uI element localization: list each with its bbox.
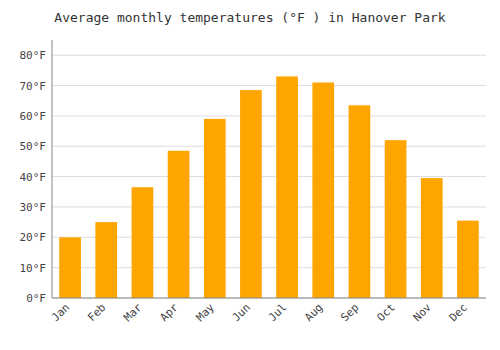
- y-axis-line: [52, 40, 53, 298]
- x-axis: Jan Feb Mar Apr May Jun Jul Aug Sep Oct Nov Dec: [49, 301, 470, 325]
- y-tick-label: 10°F: [20, 262, 47, 275]
- x-tick-label: Apr: [157, 301, 181, 325]
- bar: [349, 105, 371, 298]
- bar: [421, 178, 443, 298]
- grid-line: [52, 85, 486, 86]
- y-tick-label: 50°F: [20, 140, 47, 153]
- y-tick-label: 60°F: [20, 110, 47, 123]
- bar: [95, 222, 117, 298]
- x-tick-label: Mar: [121, 301, 145, 325]
- bar: [204, 119, 226, 298]
- bar: [385, 140, 407, 298]
- x-tick-label: Nov: [411, 301, 435, 325]
- x-tick-label: May: [194, 301, 218, 325]
- y-tick-label: 70°F: [20, 80, 47, 93]
- bar: [132, 187, 154, 298]
- x-tick-label: Jul: [266, 301, 289, 324]
- x-tick-label: Sep: [338, 301, 361, 324]
- grid-line: [52, 115, 486, 116]
- bar: [240, 90, 262, 298]
- x-tick-label: Feb: [85, 301, 108, 324]
- x-tick-label: Aug: [302, 301, 325, 324]
- chart-title: Average monthly temperatures (°F ) in Ha…: [54, 10, 446, 25]
- y-tick-label: 30°F: [20, 201, 47, 214]
- bar: [59, 237, 81, 298]
- chart-container: Average monthly temperatures (°F ) in Ha…: [0, 0, 500, 350]
- x-tick-label: Dec: [447, 301, 470, 324]
- y-axis: 0°F 10°F 20°F 30°F 40°F 50°F 60°F 70°F 80°F: [20, 49, 487, 305]
- bar: [168, 151, 190, 298]
- x-tick-label: Jan: [49, 301, 72, 324]
- grid-line: [52, 298, 486, 299]
- x-tick-label: Jun: [230, 301, 253, 324]
- y-tick-label: 80°F: [20, 49, 47, 62]
- bars: [59, 76, 479, 298]
- bar: [312, 82, 334, 298]
- grid-line: [52, 146, 486, 147]
- y-tick-label: 20°F: [20, 231, 47, 244]
- bar: [457, 221, 479, 298]
- grid-line: [52, 176, 486, 177]
- x-axis-line: [52, 298, 486, 299]
- y-tick-label: 0°F: [26, 292, 46, 305]
- y-tick-label: 40°F: [20, 171, 47, 184]
- grid-line: [52, 55, 486, 56]
- chart-svg: Average monthly temperatures (°F ) in Ha…: [0, 0, 500, 350]
- x-tick-label: Oct: [374, 301, 397, 324]
- bar: [276, 76, 298, 298]
